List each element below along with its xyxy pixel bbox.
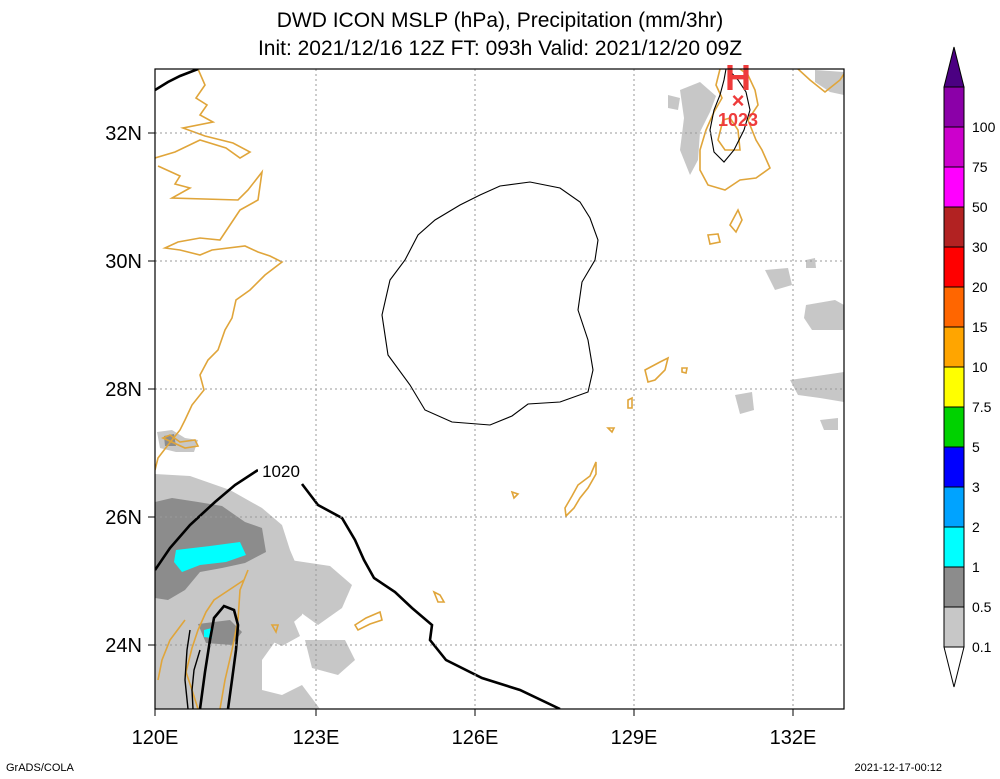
precip-0.1-area [815, 70, 844, 95]
isobar-1019 [381, 181, 599, 426]
coastline-island [157, 619, 186, 681]
colorbar-swatch [943, 606, 965, 648]
coastline-island [270, 624, 280, 635]
colorbar-label: 1 [972, 559, 980, 575]
colorbar-under-triangle [943, 646, 965, 688]
colorbar-label: 0.1 [972, 639, 992, 655]
colorbar-label: 30 [972, 239, 988, 255]
precip-0.1-area [820, 418, 838, 430]
colorbar-swatch [943, 366, 965, 408]
colorbar-swatch [943, 486, 965, 528]
map-subtitle: Init: 2021/12/16 12Z FT: 093h Valid: 202… [257, 37, 743, 60]
colorbar-swatch [943, 566, 965, 608]
isobar-1020 [155, 468, 259, 571]
colorbar-label: 20 [972, 279, 988, 295]
grid-lines [155, 69, 844, 709]
precip-0.1-area [806, 258, 816, 268]
colorbar-over-triangle [943, 46, 965, 88]
precip-0.1-area [804, 300, 844, 330]
colorbar-label: 3 [972, 479, 980, 495]
isobar-label-bg [258, 460, 304, 482]
footer-timestamp: 2021-12-17-00:12 [854, 762, 942, 774]
precip-0.1-area [262, 612, 300, 646]
colorbar-swatch [943, 86, 965, 128]
colorbar-label: 7.5 [972, 399, 992, 415]
plot-area [155, 69, 844, 709]
coastline-island [606, 427, 616, 434]
colorbar-label: 2 [972, 519, 980, 535]
lat-tick-label: 28N [105, 379, 142, 401]
precip-0.1-area [668, 95, 680, 110]
isobar-1021 [184, 629, 201, 709]
coastline-okinawa [564, 461, 597, 518]
lat-tick-label: 24N [105, 635, 142, 657]
precip-0.1-area [680, 82, 716, 175]
colorbar-swatch [943, 246, 965, 288]
lat-tick-label: 30N [105, 251, 142, 273]
isobar-1022 [198, 604, 240, 709]
colorbar-swatch [943, 206, 965, 248]
precip-0.1-area [790, 372, 844, 402]
map-title: DWD ICON MSLP (hPa), Precipitation (mm/3… [276, 9, 724, 32]
lon-tick-label: 126E [452, 727, 499, 749]
coastline-china [155, 69, 284, 471]
axis-labels: 120E 123E 126E 129E 132E 24N 26N 28N 30N… [105, 123, 816, 749]
colorbar-label: 10 [972, 359, 988, 375]
high-value: 1023 [718, 110, 758, 130]
precip-0.1-area [765, 268, 792, 290]
precip-0.1-area [305, 640, 355, 675]
colorbar-swatch [943, 406, 965, 448]
colorbar-swatch [943, 286, 965, 328]
precip-0.1-area [735, 392, 754, 414]
high-symbol: H [725, 57, 751, 98]
coastline-shikoku [797, 69, 844, 94]
isobar-1020 [155, 69, 199, 92]
lon-tick-label: 132E [770, 727, 817, 749]
precip-1-area [174, 542, 246, 572]
colorbar-swatch [943, 446, 965, 488]
coastline-taiwan [185, 569, 249, 709]
high-marker-icon: × [732, 88, 745, 113]
colorbar-label: 75 [972, 159, 988, 175]
lat-tick-label: 26N [105, 507, 142, 529]
isobar-label: 1020 [262, 462, 300, 481]
precip-0.1-area [290, 560, 352, 625]
high-pressure-center: H × 1023 [718, 57, 758, 130]
coastline-island [510, 490, 520, 500]
colorbar-swatch [943, 526, 965, 568]
colorbar-label: 5 [972, 439, 980, 455]
coastline-amami [644, 356, 670, 383]
coastline-island [627, 396, 633, 409]
isobars [155, 69, 751, 709]
colorbar-swatch [943, 166, 965, 208]
footer-credit: GrADS/COLA [6, 762, 74, 774]
colorbar-swatch [943, 326, 965, 368]
lon-tick-label: 120E [132, 727, 179, 749]
colorbar-label: 100 [972, 119, 996, 135]
coastline-osumi [717, 117, 741, 151]
precipitation-field [155, 70, 844, 709]
colorbar-label: 15 [972, 319, 988, 335]
coastline-island [681, 367, 688, 374]
colorbar: 0.1 0.5 1 2 3 5 7.5 10 15 20 30 50 75 100 [943, 46, 996, 688]
coastline-yakushima [707, 233, 721, 245]
coastline-tanegashima [729, 208, 743, 234]
isobar-1023 [709, 69, 751, 163]
lat-tick-label: 32N [105, 123, 142, 145]
coastline-island [161, 434, 200, 449]
colorbar-label: 50 [972, 199, 988, 215]
lon-tick-label: 129E [611, 727, 658, 749]
colorbar-label: 0.5 [972, 599, 992, 615]
coastline-island [353, 610, 383, 632]
lon-tick-label: 123E [293, 727, 340, 749]
axis-ticks [148, 132, 794, 716]
colorbar-swatch [943, 126, 965, 168]
coastline-island [432, 590, 446, 603]
isobar-1020 [300, 483, 561, 709]
